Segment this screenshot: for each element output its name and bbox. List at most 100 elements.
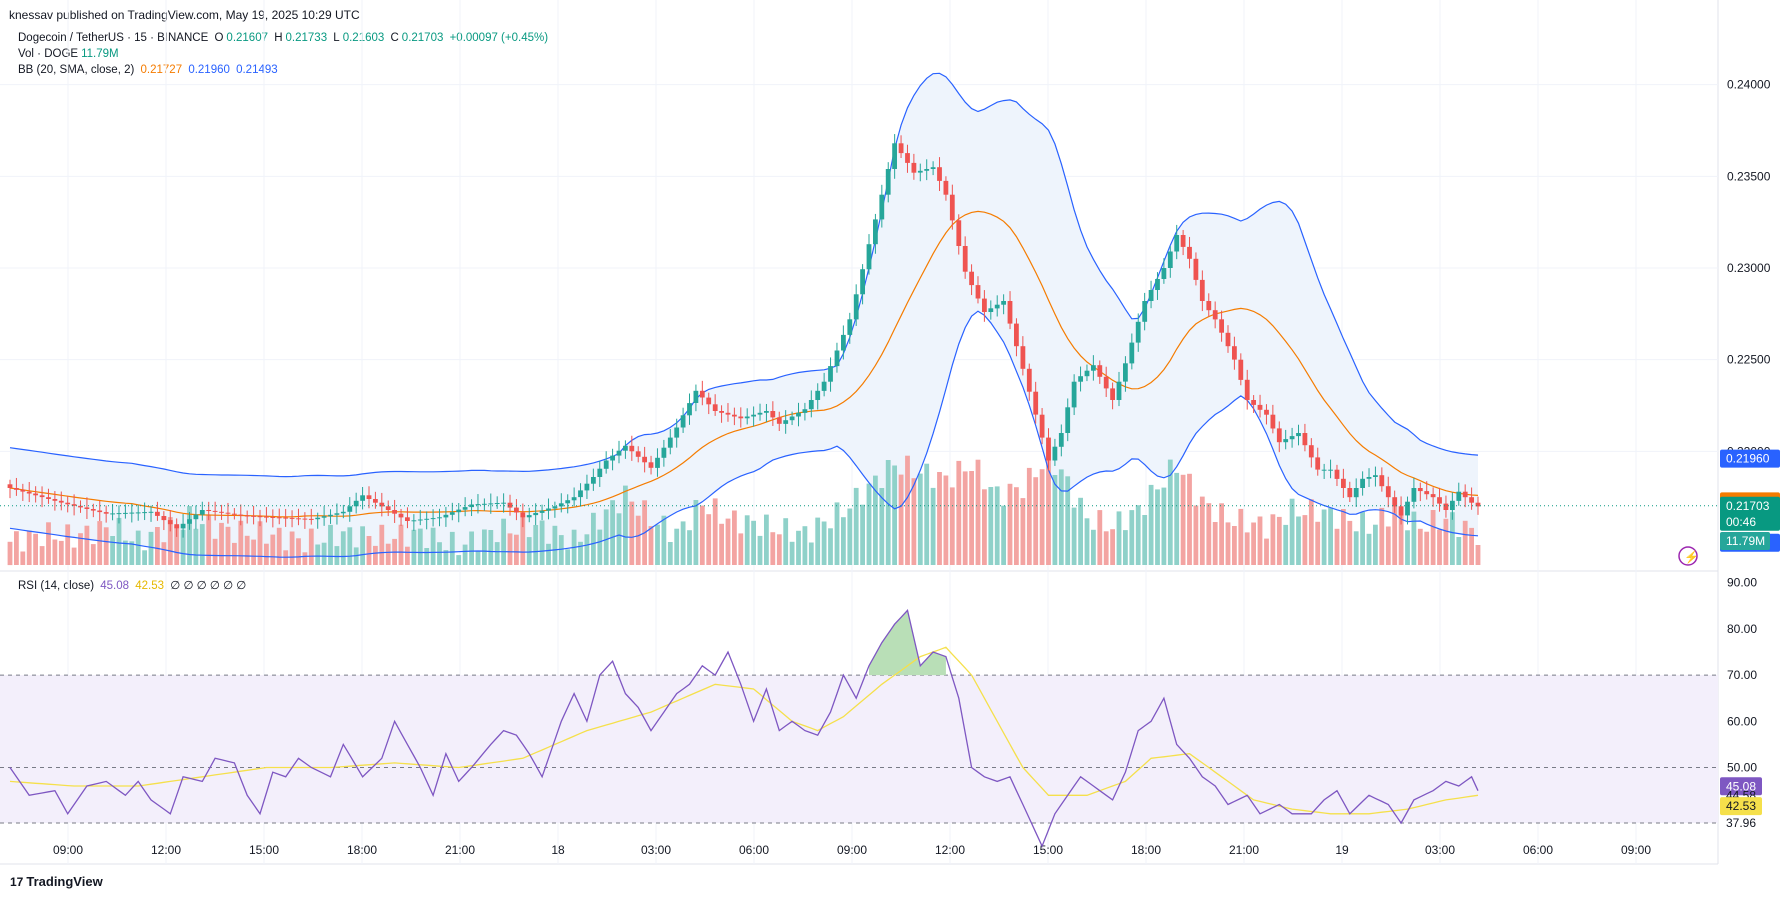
rsi-line <box>9 609 1479 848</box>
candle-body <box>417 519 423 521</box>
candle-body <box>616 450 622 456</box>
volume-bar <box>1116 511 1122 565</box>
volume-bar <box>821 521 827 565</box>
volume-bar <box>174 525 180 565</box>
volume-bar <box>603 509 609 565</box>
volume-bar <box>911 478 917 565</box>
volume-bar <box>623 485 628 565</box>
time-tick-label: 06:00 <box>739 843 769 857</box>
volume-bar <box>860 504 865 565</box>
candle-body <box>1071 381 1077 408</box>
rsi-band-fill <box>0 675 1718 824</box>
volume-bar <box>924 463 930 565</box>
volume-bar <box>411 529 417 565</box>
volume-bar <box>123 540 128 565</box>
candle-body <box>411 520 417 522</box>
candle-body <box>866 244 872 270</box>
candle-body <box>469 504 474 508</box>
candle-body <box>1366 477 1372 479</box>
rsi-ma-line <box>9 646 1479 815</box>
volume-bar <box>1373 524 1378 565</box>
volume-bar <box>917 473 923 565</box>
time-tick-label: 15:00 <box>1033 843 1063 857</box>
candle-body <box>1193 258 1199 280</box>
candle-body <box>565 500 571 504</box>
volume-bar <box>539 520 545 565</box>
volume-bar <box>1302 515 1308 565</box>
candle-body <box>46 497 51 499</box>
lightning-icon <box>1678 546 1698 566</box>
candle-body <box>340 511 346 514</box>
candle-body <box>385 506 391 510</box>
volume-bar <box>1289 498 1295 565</box>
symbol-name: Dogecoin / TetherUS · 15 · BINANCE <box>18 32 209 44</box>
candle-body <box>514 507 519 513</box>
volume-bar <box>873 475 878 565</box>
volume-bar <box>155 527 160 565</box>
candle-body <box>757 412 763 415</box>
candle-body <box>635 451 641 457</box>
candle-body <box>1437 497 1442 504</box>
volume-bar <box>1475 545 1481 565</box>
candle-body <box>1091 365 1096 371</box>
symbol-legend[interactable]: Dogecoin / TetherUS · 15 · BINANCE O 0.21… <box>18 32 551 44</box>
volume-bar <box>1007 483 1013 565</box>
candle-body <box>892 143 897 169</box>
volume-bar <box>1341 509 1346 565</box>
candle-body <box>494 503 500 504</box>
volume-bar <box>334 546 340 565</box>
volume-legend[interactable]: Vol · DOGE 11.79M <box>18 48 122 60</box>
volume-bar <box>14 531 19 565</box>
candle-body <box>1257 404 1263 410</box>
candle-body <box>199 510 205 515</box>
candle-body <box>520 512 526 518</box>
candle-body <box>1411 488 1417 502</box>
rsi-legend[interactable]: RSI (14, close) 45.08 42.53 ∅ ∅ ∅ ∅ ∅ ∅ <box>18 578 249 592</box>
candle-body <box>39 495 45 498</box>
volume-bar <box>199 524 205 565</box>
volume-bar <box>443 550 449 565</box>
candle-body <box>776 417 782 424</box>
candle-body <box>26 491 32 494</box>
volume-bar <box>655 524 660 565</box>
candle-body <box>1276 428 1282 443</box>
candle-body <box>1174 235 1180 252</box>
rsi-tick-label: 90.00 <box>1727 576 1757 590</box>
bb-upper-price-tag-bg <box>1720 449 1780 468</box>
tradingview-logo[interactable]: 17 TradingView <box>10 874 103 889</box>
rsi-tick-label: 70.00 <box>1727 668 1757 682</box>
candle-body <box>1084 370 1090 377</box>
candle-body <box>1110 388 1115 400</box>
candle-body <box>1328 469 1333 471</box>
volume-tag-bg <box>1720 532 1770 550</box>
candle-body <box>732 414 737 417</box>
volume-bar <box>26 530 32 565</box>
candle-body <box>1116 381 1122 400</box>
volume-bar <box>232 542 237 565</box>
time-tick-label: 12:00 <box>151 843 181 857</box>
candle-body <box>1334 469 1340 479</box>
candle-body <box>623 445 628 451</box>
candle-body <box>828 366 833 382</box>
volume-bar <box>296 538 301 565</box>
bb-legend[interactable]: BB (20, SMA, close, 2) 0.21727 0.21960 0… <box>18 64 281 76</box>
volume-bar <box>969 471 974 565</box>
candle-body <box>225 512 231 514</box>
candle-body <box>1078 376 1083 382</box>
volume-bar <box>751 520 756 565</box>
volume-bar <box>706 514 712 565</box>
rsi-value-tag-bg <box>1720 777 1762 796</box>
volume-bar <box>1296 516 1301 565</box>
candle-body <box>123 512 128 514</box>
volume-bar <box>687 530 692 565</box>
volume-bar <box>725 518 731 565</box>
high-value: 0.21733 <box>285 32 328 44</box>
candle-body <box>1296 433 1301 437</box>
high-label: H <box>274 32 283 44</box>
candle-body <box>853 294 859 320</box>
volume-bar <box>1148 484 1154 565</box>
candle-body <box>808 400 814 410</box>
candle-body <box>802 409 808 413</box>
volume-bar <box>65 524 71 565</box>
